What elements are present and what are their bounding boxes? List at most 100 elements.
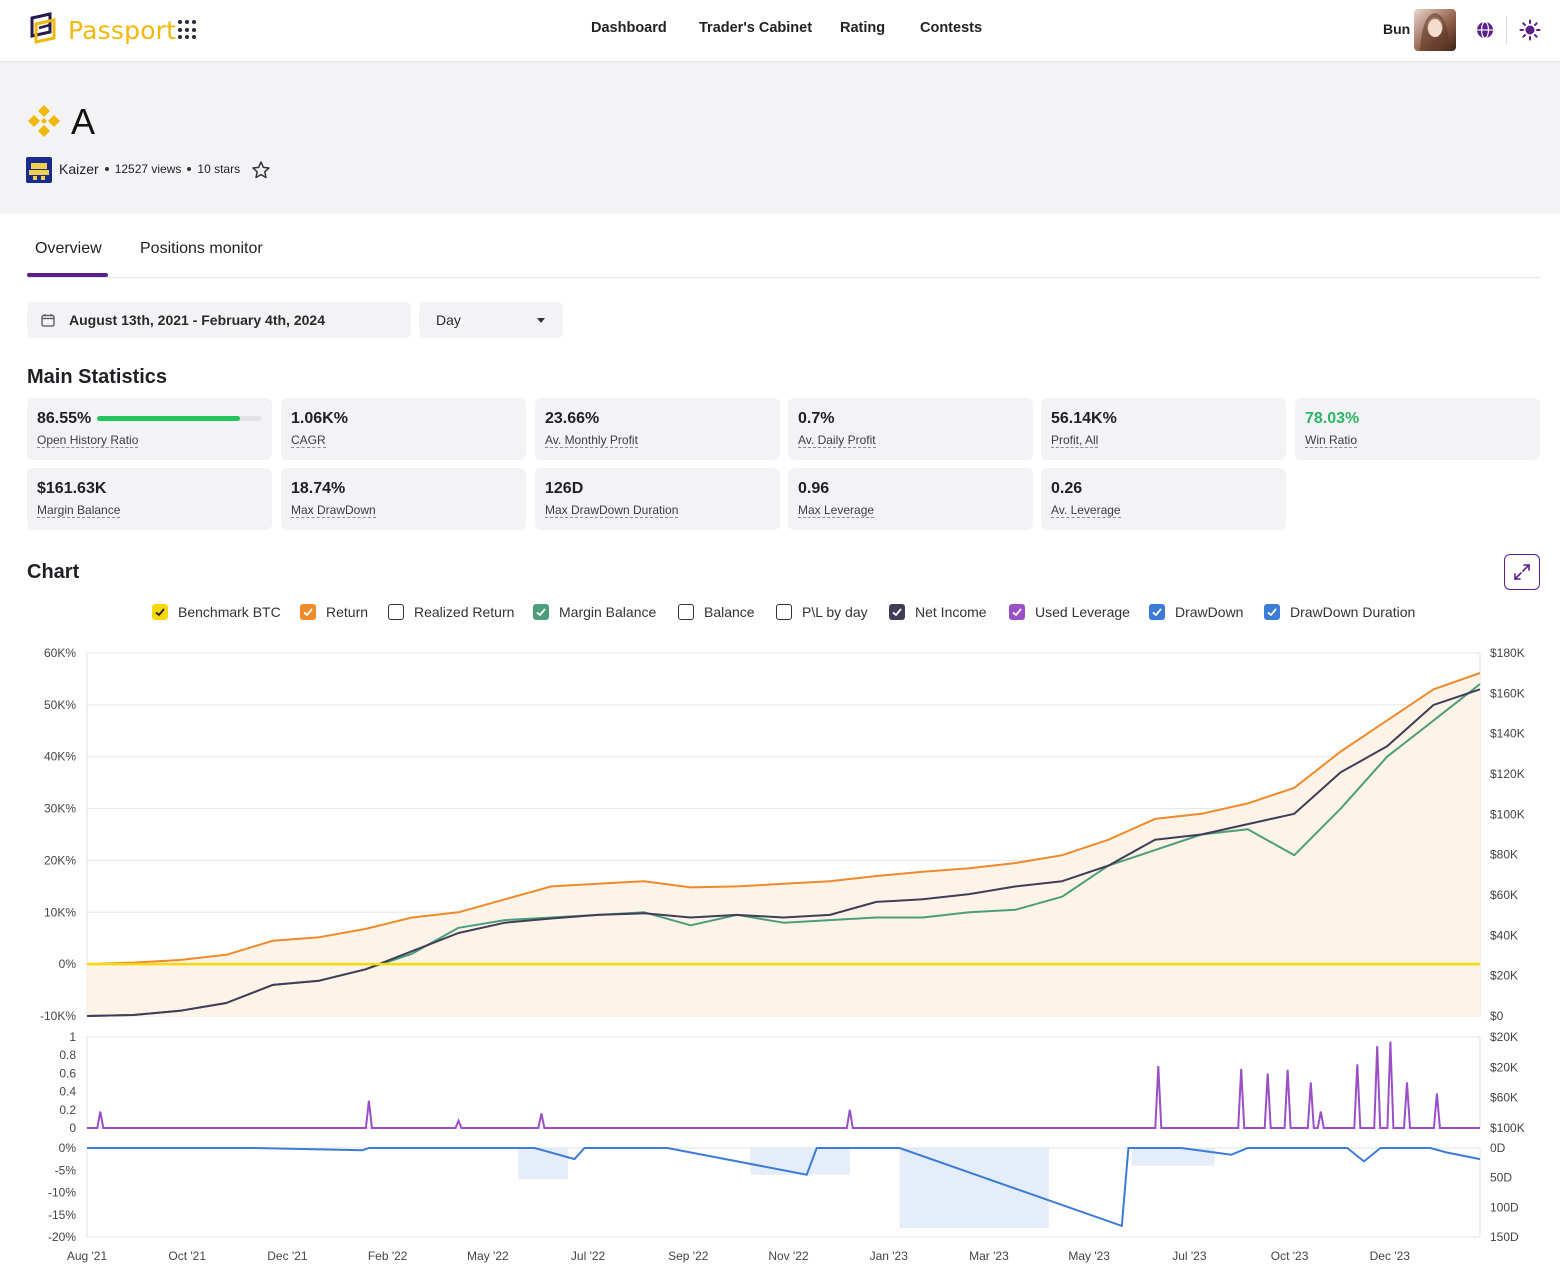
stat-label[interactable]: Profit, All [1051,433,1099,448]
y-right-tick-label: $180K [1490,646,1525,660]
y-left-tick-label: 20K% [44,853,76,867]
y-right-tick-label: $60K [1490,888,1518,902]
tabs-divider [27,277,1540,278]
drawdown-duration-region [899,1148,1049,1229]
legend-label: Net Income [915,604,987,620]
brand-logo[interactable]: Passport [26,12,176,48]
stat-open-history-ratio: 86.55% Open History Ratio [27,398,272,460]
legend-item-drawdown-duration[interactable]: DrawDown Duration [1264,604,1415,620]
checkbox-checked-icon[interactable] [1149,604,1165,620]
legend-label: Return [326,604,369,620]
y-right-tick-label: $140K [1490,727,1525,741]
nav-rating[interactable]: Rating [840,20,886,36]
language-globe-icon[interactable] [1475,20,1495,40]
x-tick-label: Nov '22 [768,1249,809,1263]
checkbox-checked-icon[interactable] [1264,604,1280,620]
checkbox-checked-icon[interactable] [152,604,168,620]
checkbox-checked-icon[interactable] [889,604,905,620]
stat-label[interactable]: Av. Daily Profit [798,433,876,448]
checkbox-checked-icon[interactable] [1009,604,1025,620]
progress-track [97,416,262,421]
return-area [87,673,1480,1016]
user-avatar[interactable] [1414,9,1456,51]
caret-down-icon [537,318,545,323]
drawdown-tick-label: -10% [48,1186,76,1200]
y-right-tick-label: $100K [1490,807,1525,821]
legend-item-benchmark-btc[interactable]: Benchmark BTC [152,604,281,620]
drawdown-tick-label: -20% [48,1230,76,1244]
checkbox-empty-icon[interactable] [388,604,404,620]
stat-value: 0.96 [798,480,830,497]
chart-area: 60K% 50K% 40K% 30K% 20K% 10K% 0% -10K% $180K $160… [0,630,1560,1270]
stat-label[interactable]: Max Leverage [798,503,875,518]
x-tick-label: Sep '22 [668,1249,709,1263]
stat-label[interactable]: Av. Leverage [1051,503,1121,518]
user-name[interactable]: Bun [1383,21,1411,37]
leverage-tick-label: 1 [69,1030,76,1044]
stat-value: 126D [545,480,584,497]
tab-positions-monitor[interactable]: Positions monitor [140,240,263,257]
leverage-tick-label: 0.8 [59,1048,76,1062]
drawdown-right-tick-label: 0D [1490,1141,1506,1155]
nav-contests[interactable]: Contests [920,20,983,36]
divider [1506,16,1507,44]
legend-item-used-leverage[interactable]: Used Leverage [1009,604,1130,620]
author-avatar[interactable] [26,157,52,183]
legend-item-return[interactable]: Return [300,604,368,620]
checkbox-empty-icon[interactable] [678,604,694,620]
stat-value: 56.14K% [1051,410,1117,427]
y-left-tick-label: 40K% [44,750,76,764]
theme-sun-icon[interactable] [1519,19,1541,41]
tab-overview[interactable]: Overview [35,240,102,257]
legend-item-p-l-by-day[interactable]: P\L by day [776,604,868,620]
legend-item-realized-return[interactable]: Realized Return [388,604,514,620]
apps-grid-icon[interactable] [178,20,198,40]
legend-label: Margin Balance [559,604,657,620]
drawdown-tick-label: -15% [48,1208,76,1222]
nav-traders-cabinet[interactable]: Trader's Cabinet [699,20,813,36]
passport-logo-icon [30,12,56,44]
legend-item-balance[interactable]: Balance [678,604,755,620]
series-line-return [86,672,1481,966]
calendar-icon [41,314,55,327]
stat-label[interactable]: Av. Monthly Profit [545,433,638,448]
stat-av-leverage: 0.26 Av. Leverage [1041,468,1286,530]
y-right-tick-label: $0 [1490,1009,1504,1023]
drawdown-right-tick-label: 100D [1490,1200,1519,1214]
x-tick-label: Jul '22 [571,1249,606,1263]
checkbox-empty-icon[interactable] [776,604,792,620]
nav-dashboard[interactable]: Dashboard [591,20,667,36]
series-line-used-leverage [87,1041,1480,1129]
leverage-right-tick-label: $60K [1490,1091,1518,1105]
binance-icon [28,105,60,137]
brand-name: Passport [68,15,177,45]
author-name[interactable]: Kaizer [59,161,99,177]
legend-label: Benchmark BTC [178,604,281,620]
stat-label[interactable]: CAGR [291,433,326,448]
expand-chart-button[interactable] [1504,554,1540,590]
stat-label[interactable]: Win Ratio [1305,433,1358,448]
checkbox-checked-icon[interactable] [533,604,549,620]
stat-label[interactable]: Max DrawDown Duration [545,503,679,518]
date-range-picker[interactable]: August 13th, 2021 - February 4th, 2024 [27,302,411,338]
star-icon[interactable] [251,160,271,180]
stat-value: 1.06K% [291,410,348,427]
stat-max-drawdown: 18.74% Max DrawDown [281,468,526,530]
checkbox-checked-icon[interactable] [300,604,316,620]
stat-label[interactable]: Open History Ratio [37,433,139,448]
stat-label[interactable]: Margin Balance [37,503,121,518]
drawdown-duration-region [750,1148,850,1175]
views-count: 12527 views [114,162,182,176]
author-info: Kaizer 12527 views 10 stars [59,161,240,177]
period-select[interactable]: Day [419,302,563,338]
legend-label: Realized Return [414,604,515,620]
legend-label: DrawDown Duration [1290,604,1416,620]
x-tick-label: May '23 [1068,1249,1110,1263]
stat-label[interactable]: Max DrawDown [291,503,376,518]
legend-item-net-income[interactable]: Net Income [889,604,987,620]
legend-item-drawdown[interactable]: DrawDown [1149,604,1243,620]
chart-legend: Benchmark BTC Return Realized Return Margin… [0,604,1560,626]
main-statistics-title: Main Statistics [27,366,168,388]
leverage-tick-label: 0.4 [59,1085,76,1099]
legend-item-margin-balance[interactable]: Margin Balance [533,604,656,620]
